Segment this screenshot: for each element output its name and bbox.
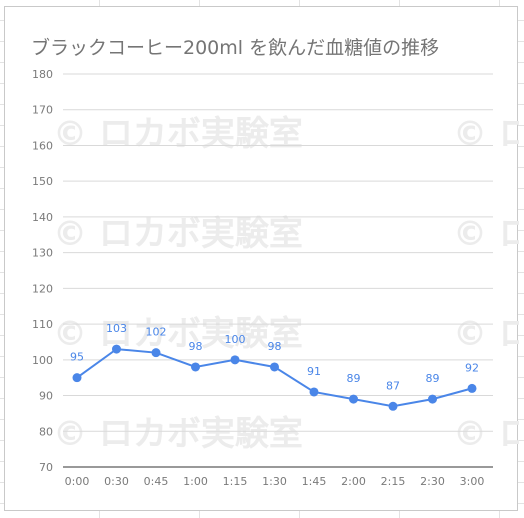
data-point [72,373,82,383]
data-point [309,387,319,397]
y-tick-label: 90 [39,390,53,403]
watermark-text: © ロカボ実験室 [53,214,303,254]
data-label: 95 [70,351,84,364]
y-tick-label: 80 [39,425,53,438]
y-tick-label: 170 [32,104,53,117]
watermark-text: © ロカボ実験室 [453,314,519,354]
chart-title: ブラックコーヒー200ml を飲んだ血糖値の推移 [31,37,440,59]
watermark-text: © ロカボ実験室 [453,414,519,454]
x-axis-ticks: 0:00 0:30 0:45 1:00 1:15 1:30 1:45 2:00 2:15 2:30… [65,475,485,488]
data-label: 89 [347,372,361,385]
data-label: 102 [146,326,167,339]
x-tick-label: 0:30 [104,475,129,488]
y-tick-label: 150 [32,175,53,188]
data-point [151,348,161,358]
y-tick-label: 130 [32,247,53,260]
data-point [388,401,398,411]
x-tick-label: 1:45 [302,475,327,488]
series-line [72,344,477,411]
y-tick-label: 140 [32,211,53,224]
y-tick-label: 100 [32,354,53,367]
gridlines [63,73,493,468]
data-label: 98 [189,340,203,353]
data-label: 92 [465,361,479,374]
data-point [270,362,279,372]
data-point [191,362,200,372]
data-label: 87 [386,379,400,392]
data-label: 103 [106,322,127,335]
x-tick-label: 0:00 [65,475,90,488]
data-point [349,394,358,404]
y-tick-label: 110 [32,318,53,331]
series-line-path [76,348,473,408]
x-tick-label: 1:15 [223,475,248,488]
watermark-text: © ロカボ実験室 [53,114,303,154]
watermark-text: © ロカボ実験室 [53,414,303,454]
x-tick-label: 1:00 [183,475,208,488]
data-label: 100 [225,333,246,346]
data-point [112,344,121,354]
data-point [467,383,477,393]
y-tick-label: 160 [32,139,53,152]
x-tick-label: 0:45 [144,475,169,488]
watermark-text: © ロカボ実験室 [53,314,303,354]
data-labels: 95 103 102 98 100 98 91 89 87 89 92 [70,322,479,392]
y-tick-label: 120 [32,282,53,295]
x-tick-label: 3:00 [460,475,485,488]
x-tick-label: 2:15 [381,475,406,488]
y-tick-label: 70 [39,461,53,474]
y-tick-label: 180 [32,68,53,81]
x-tick-label: 2:30 [420,475,445,488]
data-label: 91 [307,365,321,378]
x-tick-label: 2:00 [341,475,366,488]
y-axis-ticks: 70 80 90 100 110 120 130 140 150 160 170 180 [32,68,53,474]
line-chart: © ロカボ実験室 © ロカボ実験室 © ロカボ実験室 © ロカボ実験室 © ロカボ実験室… [32,68,519,488]
watermark: © ロカボ実験室 © ロカボ実験室 © ロカボ実験室 © ロカボ実験室 © ロカボ実験室… [53,114,519,454]
watermark-text: © ロカボ実験室 [453,214,519,254]
data-label: 98 [268,340,282,353]
data-point [230,355,240,365]
x-tick-label: 1:30 [262,475,287,488]
chart-container[interactable]: © ロカボ実験室 © ロカボ実験室 © ロカボ実験室 © ロカボ実験室 © ロカボ実験室… [4,6,519,511]
data-point [428,394,437,404]
watermark-text: © ロカボ実験室 [453,114,519,154]
data-label: 89 [426,372,440,385]
